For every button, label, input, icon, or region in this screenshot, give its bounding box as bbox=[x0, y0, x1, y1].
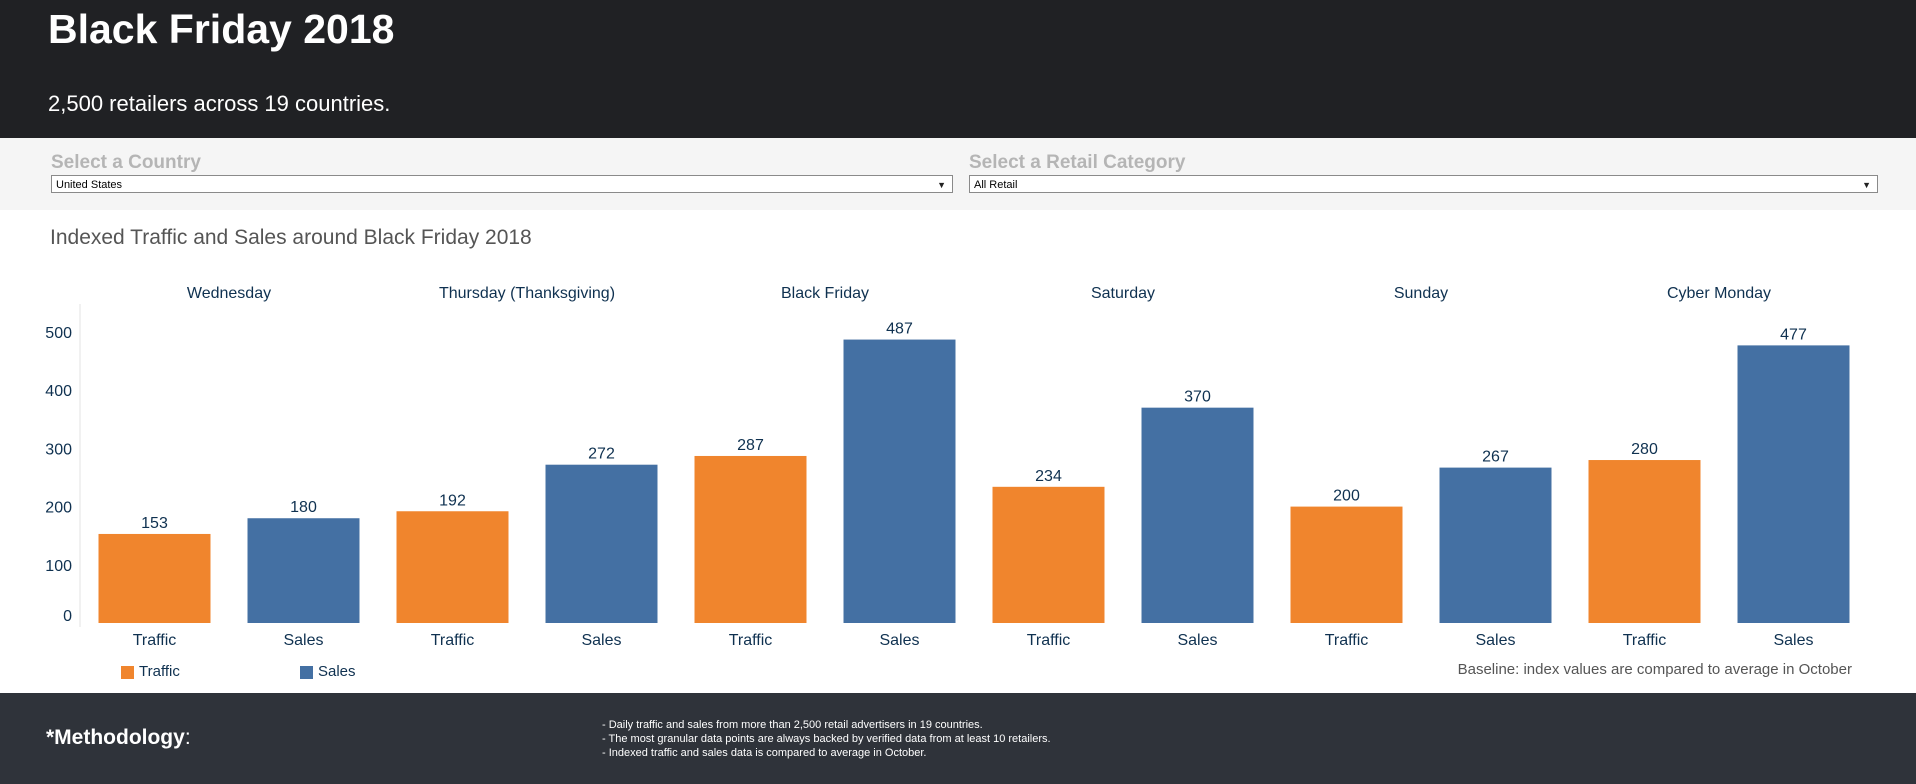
bar-sales bbox=[843, 339, 956, 623]
page-subtitle: 2,500 retailers across 19 countries. bbox=[48, 91, 391, 116]
legend-label-sales: Sales bbox=[318, 663, 356, 680]
x-tick-label: Traffic bbox=[1623, 632, 1667, 649]
data-label: 200 bbox=[1333, 488, 1360, 505]
x-tick-label: Sales bbox=[581, 632, 621, 649]
data-label: 192 bbox=[439, 492, 466, 509]
methodology-notes: - Daily traffic and sales from more than… bbox=[602, 718, 1051, 760]
group-label: Sunday bbox=[1394, 285, 1448, 302]
data-label: 477 bbox=[1780, 326, 1807, 343]
x-tick-label: Traffic bbox=[1325, 632, 1369, 649]
chart-title: Indexed Traffic and Sales around Black F… bbox=[50, 226, 532, 249]
x-tick-label: Traffic bbox=[431, 632, 475, 649]
y-tick-label: 100 bbox=[45, 558, 72, 575]
dropdown-arrow-icon: ▼ bbox=[1862, 180, 1871, 190]
legend-swatch-sales bbox=[300, 666, 313, 679]
x-tick-label: Sales bbox=[1475, 632, 1515, 649]
country-select-value: United States bbox=[56, 179, 123, 191]
group-label: Saturday bbox=[1091, 285, 1155, 302]
y-tick-label: 300 bbox=[45, 441, 72, 458]
bar-traffic bbox=[1588, 460, 1701, 623]
methodology-colon: : bbox=[184, 726, 191, 749]
y-tick-label: 0 bbox=[63, 608, 72, 625]
bar-sales bbox=[545, 464, 658, 623]
bar-traffic bbox=[1290, 506, 1403, 623]
category-filter-label: Select a Retail Category bbox=[969, 152, 1186, 173]
bar-sales bbox=[1737, 345, 1850, 623]
methodology-note: - The most granular data points are alwa… bbox=[602, 733, 1051, 745]
methodology-label: *Methodology bbox=[46, 726, 185, 749]
x-tick-label: Traffic bbox=[729, 632, 773, 649]
x-tick-label: Traffic bbox=[1027, 632, 1071, 649]
category-select[interactable]: All Retail ▼ bbox=[969, 175, 1878, 193]
page-title: Black Friday 2018 bbox=[48, 6, 395, 52]
category-select-value: All Retail bbox=[974, 179, 1018, 191]
x-tick-label: Traffic bbox=[133, 632, 177, 649]
methodology-heading: *Methodology: bbox=[46, 725, 191, 751]
legend-label-traffic: Traffic bbox=[139, 663, 180, 680]
x-tick-label: Sales bbox=[283, 632, 323, 649]
bar-traffic bbox=[992, 486, 1105, 623]
data-label: 370 bbox=[1184, 389, 1211, 406]
baseline-note: Baseline: index values are compared to a… bbox=[1457, 661, 1852, 678]
data-label: 180 bbox=[290, 499, 317, 516]
bar-sales bbox=[247, 518, 360, 623]
group-label: Thursday (Thanksgiving) bbox=[439, 285, 615, 302]
group-label: Cyber Monday bbox=[1667, 285, 1771, 302]
bar-sales bbox=[1141, 407, 1254, 623]
data-label: 234 bbox=[1035, 468, 1062, 485]
data-label: 287 bbox=[737, 437, 764, 454]
bar-traffic bbox=[396, 511, 509, 623]
footer: *Methodology: - Daily traffic and sales … bbox=[0, 693, 1916, 784]
y-tick-label: 500 bbox=[45, 325, 72, 342]
country-filter-label: Select a Country bbox=[51, 152, 201, 173]
data-label: 267 bbox=[1482, 449, 1509, 466]
bar-sales bbox=[1439, 467, 1552, 623]
filter-bar: Select a Country United States ▼ Select … bbox=[0, 138, 1916, 210]
y-tick-label: 400 bbox=[45, 383, 72, 400]
bar-chart: 0 100 200 300 400 500 Wednesday 153 Traffic 180 Sa… bbox=[45, 285, 1850, 649]
group-label: Black Friday bbox=[781, 285, 869, 302]
data-label: 153 bbox=[141, 515, 168, 532]
bar-traffic bbox=[694, 455, 807, 623]
methodology-note: - Daily traffic and sales from more than… bbox=[602, 719, 983, 731]
bar-traffic bbox=[98, 533, 211, 623]
dropdown-arrow-icon: ▼ bbox=[937, 180, 946, 190]
country-select[interactable]: United States ▼ bbox=[51, 175, 953, 193]
header: Black Friday 2018 2,500 retailers across… bbox=[0, 0, 1916, 138]
x-tick-label: Sales bbox=[879, 632, 919, 649]
x-tick-label: Sales bbox=[1177, 632, 1217, 649]
data-label: 487 bbox=[886, 321, 913, 338]
legend-swatch-traffic bbox=[121, 666, 134, 679]
data-label: 280 bbox=[1631, 441, 1658, 458]
methodology-note: - Indexed traffic and sales data is comp… bbox=[602, 747, 927, 759]
data-label: 272 bbox=[588, 446, 615, 463]
group-label: Wednesday bbox=[187, 285, 271, 302]
y-tick-label: 200 bbox=[45, 500, 72, 517]
x-tick-label: Sales bbox=[1773, 632, 1813, 649]
